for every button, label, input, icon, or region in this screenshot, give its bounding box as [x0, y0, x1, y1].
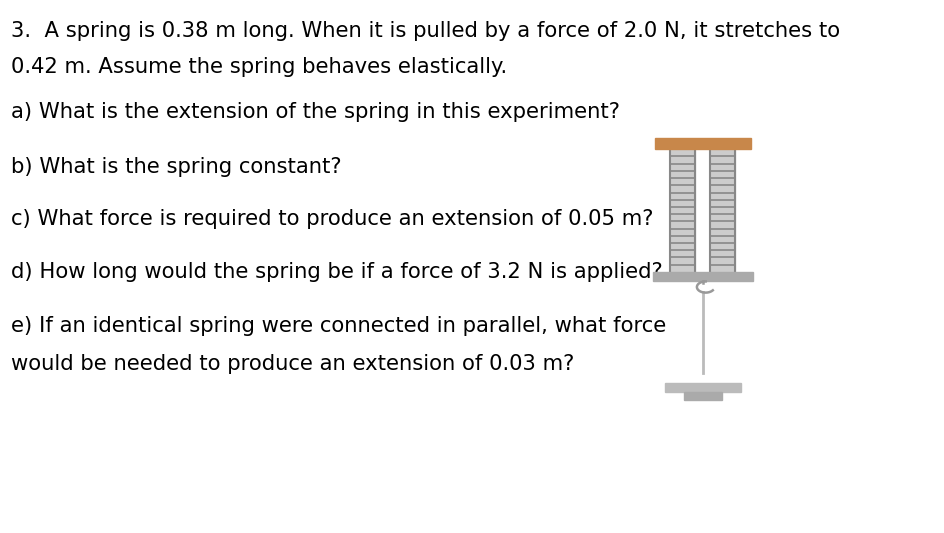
Text: e) If an identical spring were connected in parallel, what force: e) If an identical spring were connected…: [11, 316, 666, 336]
Text: a) What is the extension of the spring in this experiment?: a) What is the extension of the spring i…: [11, 102, 620, 123]
Text: d) How long would the spring be if a force of 3.2 N is applied?: d) How long would the spring be if a for…: [11, 262, 663, 282]
Bar: [653, 272, 753, 281]
Text: would be needed to produce an extension of 0.03 m?: would be needed to produce an extension …: [11, 354, 574, 375]
Bar: [684, 392, 722, 400]
Text: b) What is the spring constant?: b) What is the spring constant?: [11, 157, 342, 177]
Text: c) What force is required to produce an extension of 0.05 m?: c) What force is required to produce an …: [11, 209, 653, 229]
Text: 3.  A spring is 0.38 m long. When it is pulled by a force of 2.0 N, it stretches: 3. A spring is 0.38 m long. When it is p…: [11, 21, 840, 42]
Bar: [666, 383, 741, 392]
Bar: [710, 149, 734, 272]
Bar: [669, 149, 695, 272]
Bar: [655, 138, 751, 149]
Text: 0.42 m. Assume the spring behaves elastically.: 0.42 m. Assume the spring behaves elasti…: [11, 57, 507, 77]
